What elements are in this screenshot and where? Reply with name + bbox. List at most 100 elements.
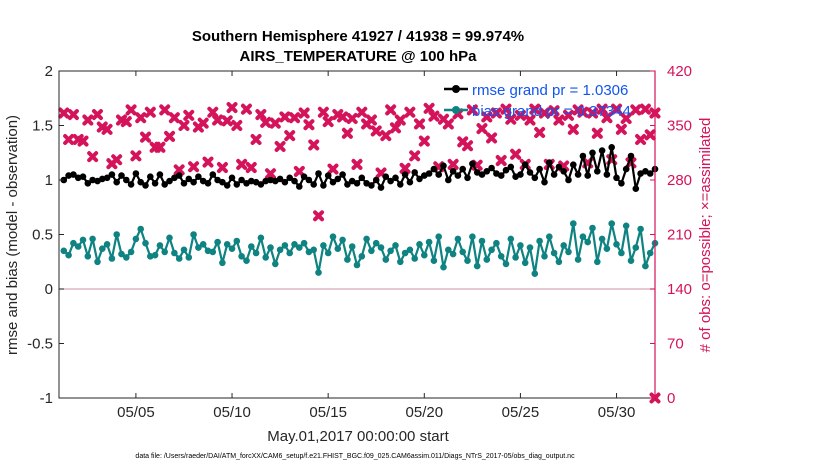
rmse-point [425, 170, 433, 177]
rmse-point [344, 181, 351, 188]
bias-point [473, 262, 481, 270]
bias-point [156, 242, 164, 249]
rmse-point [123, 176, 130, 184]
rmse-point [608, 144, 615, 151]
obs-count-marker [317, 106, 329, 118]
rmse-point [324, 172, 332, 179]
obs-count-marker [601, 112, 613, 124]
obs-count-marker [389, 122, 401, 134]
rmse-point [555, 163, 563, 171]
rmse-point [478, 171, 486, 178]
obs-count-marker [553, 114, 565, 126]
bias-point [401, 249, 409, 257]
obs-count-marker [591, 127, 603, 139]
obs-count-marker [289, 112, 301, 124]
y2-tick-label: 140 [667, 281, 692, 298]
bias-point [348, 243, 356, 250]
rmse-point [517, 171, 524, 178]
bias-point [89, 235, 96, 243]
y-tick-label: 0 [45, 281, 53, 298]
bias-point [425, 238, 433, 246]
obs-count-marker [188, 161, 200, 173]
bias-point [243, 257, 250, 265]
rmse-point [108, 171, 116, 178]
obs-count-marker [587, 107, 599, 119]
obs-count-marker [183, 109, 195, 121]
obs-count-marker [423, 102, 435, 114]
bias-point [454, 235, 462, 243]
bias-point [113, 231, 120, 238]
bias-point [541, 252, 548, 260]
bias-point [430, 257, 438, 265]
bias-point [469, 233, 476, 240]
obs-count-marker [409, 150, 421, 162]
bias-point [74, 243, 82, 250]
obs-count-marker [236, 158, 248, 170]
y2-tick-label: 0 [667, 390, 675, 407]
bias-point [411, 255, 419, 262]
obs-count-marker [341, 127, 353, 139]
obs-count-marker [293, 165, 305, 177]
rmse-point [488, 164, 495, 172]
obs-count-marker [274, 141, 286, 153]
obs-count-marker [154, 141, 166, 153]
obs-count-marker [399, 162, 411, 174]
rmse-point [469, 160, 476, 167]
rmse-point [594, 168, 601, 175]
bias-point [171, 249, 178, 257]
bias-series-line [63, 222, 656, 275]
obs-count-marker [639, 103, 651, 115]
bias-point [488, 246, 495, 254]
rmse-point [536, 165, 543, 173]
obs-count-marker [514, 109, 526, 121]
obs-count-marker [529, 103, 541, 115]
bias-point [252, 249, 260, 257]
obs-count-marker [231, 120, 243, 131]
bias-point [372, 239, 380, 247]
bias-point [526, 244, 534, 251]
bias-point [579, 233, 587, 240]
obs-count-marker [365, 114, 377, 126]
bias-point [421, 251, 428, 259]
bias-point [276, 246, 284, 254]
bias-point [65, 251, 72, 259]
obs-count-marker [505, 113, 517, 125]
obs-count-marker [476, 123, 488, 135]
rmse-point [392, 174, 399, 182]
y2-tick-label: 350 [667, 118, 692, 135]
bias-point [550, 249, 558, 257]
rmse-point [521, 161, 529, 168]
rmse-point [185, 175, 193, 183]
rmse-point [454, 172, 462, 179]
rmse-point [464, 174, 471, 182]
obs-count-marker [630, 104, 642, 116]
y2-tick-label: 210 [667, 227, 692, 244]
bias-point [646, 249, 654, 257]
rmse-point [632, 185, 640, 192]
obs-count-marker [308, 139, 320, 151]
obs-count-marker [490, 107, 502, 119]
rmse-point [156, 171, 164, 178]
obs-count-marker [462, 140, 474, 152]
obs-count-marker [111, 154, 123, 166]
bias-point [353, 261, 361, 269]
bias-point [334, 245, 342, 252]
obs-count-marker [221, 115, 233, 127]
obs-count-marker [413, 118, 425, 130]
obs-count-marker [351, 158, 363, 170]
rmse-point [449, 168, 457, 175]
y-tick-label: 0.5 [32, 227, 53, 244]
rmse-point [195, 173, 202, 180]
rmse-point [483, 168, 491, 175]
bias-point [497, 252, 505, 260]
bias-point [161, 248, 168, 256]
bias-point [594, 258, 601, 266]
obs-count-marker [87, 151, 99, 163]
bias-point [570, 220, 577, 227]
bias-point [368, 247, 375, 255]
bias-point [267, 244, 274, 251]
bias-point [546, 233, 553, 240]
bias-point [584, 238, 591, 246]
rmse-point [541, 178, 548, 186]
